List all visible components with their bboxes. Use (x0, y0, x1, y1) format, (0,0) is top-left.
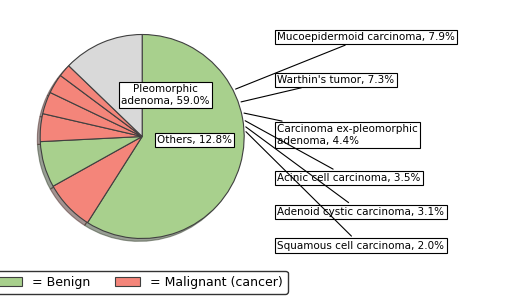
Wedge shape (50, 76, 142, 136)
Text: Carcinoma ex-pleomorphic
adenoma, 4.4%: Carcinoma ex-pleomorphic adenoma, 4.4% (244, 113, 418, 146)
Text: Warthin's tumor, 7.3%: Warthin's tumor, 7.3% (241, 75, 394, 102)
Wedge shape (53, 136, 142, 223)
Text: Acinic cell carcinoma, 3.5%: Acinic cell carcinoma, 3.5% (245, 121, 421, 183)
Text: Others, 12.8%: Others, 12.8% (157, 135, 232, 145)
Text: Adenoid cystic carcinoma, 3.1%: Adenoid cystic carcinoma, 3.1% (246, 127, 445, 217)
Title: Parotid tumors: Parotid tumors (60, 0, 224, 2)
Wedge shape (40, 136, 142, 186)
Text: Pleomorphic
adenoma, 59.0%: Pleomorphic adenoma, 59.0% (121, 84, 210, 106)
Text: Mucoepidermoid carcinoma, 7.9%: Mucoepidermoid carcinoma, 7.9% (236, 32, 455, 89)
Text: Squamous cell carcinoma, 2.0%: Squamous cell carcinoma, 2.0% (246, 132, 445, 250)
Wedge shape (87, 34, 244, 239)
Wedge shape (69, 34, 142, 136)
Wedge shape (40, 114, 142, 142)
Wedge shape (43, 92, 142, 136)
Wedge shape (60, 66, 142, 136)
Legend: = Benign, = Malignant (cancer): = Benign, = Malignant (cancer) (0, 271, 287, 294)
